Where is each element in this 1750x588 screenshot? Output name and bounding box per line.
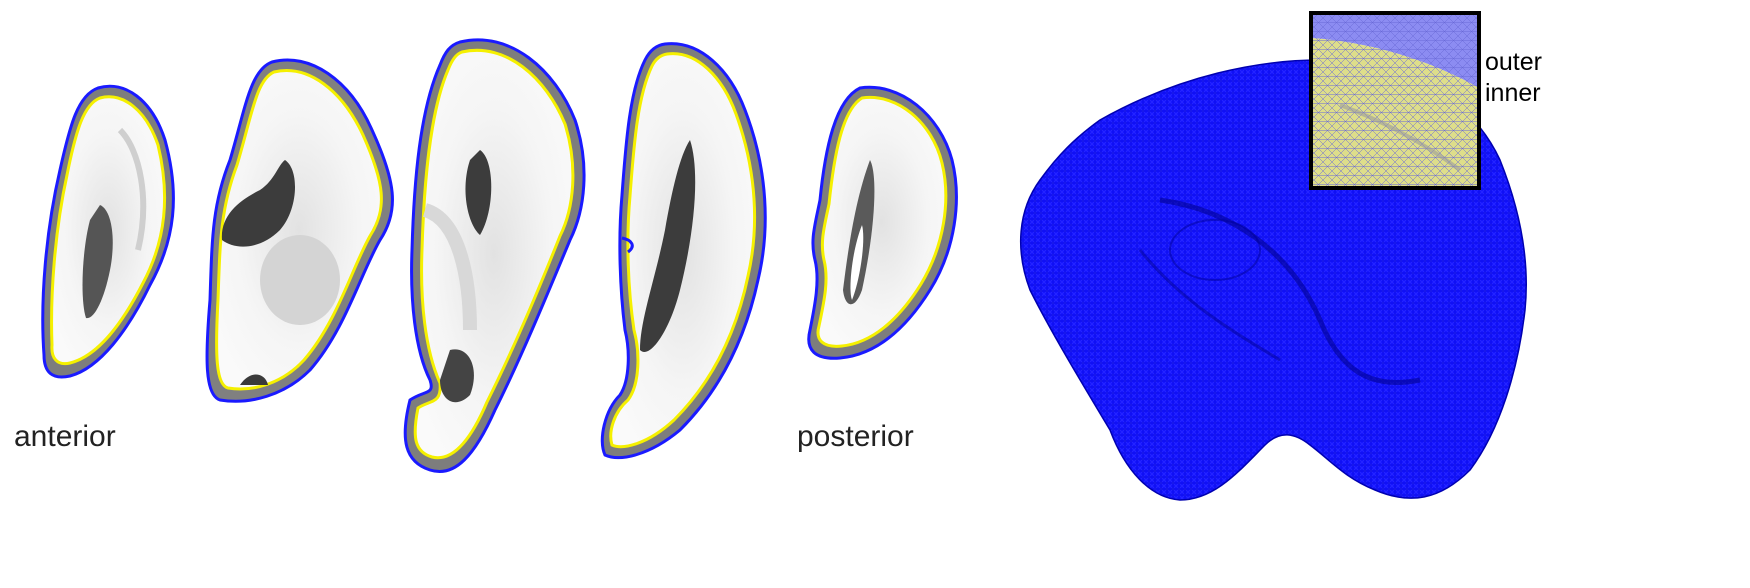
- brain-slice-3: [403, 38, 586, 473]
- brain-slice-5: [807, 85, 958, 360]
- brain-slice-2: [205, 58, 394, 403]
- inset-zoom: [1309, 11, 1481, 190]
- brain-slice-1: [41, 84, 175, 379]
- anterior-label: anterior: [14, 420, 116, 453]
- outer-surface-label: outer: [1485, 48, 1542, 76]
- inner-surface-label: inner: [1485, 79, 1541, 107]
- posterior-label: posterior: [797, 420, 914, 453]
- brain-slice-4: [600, 42, 767, 459]
